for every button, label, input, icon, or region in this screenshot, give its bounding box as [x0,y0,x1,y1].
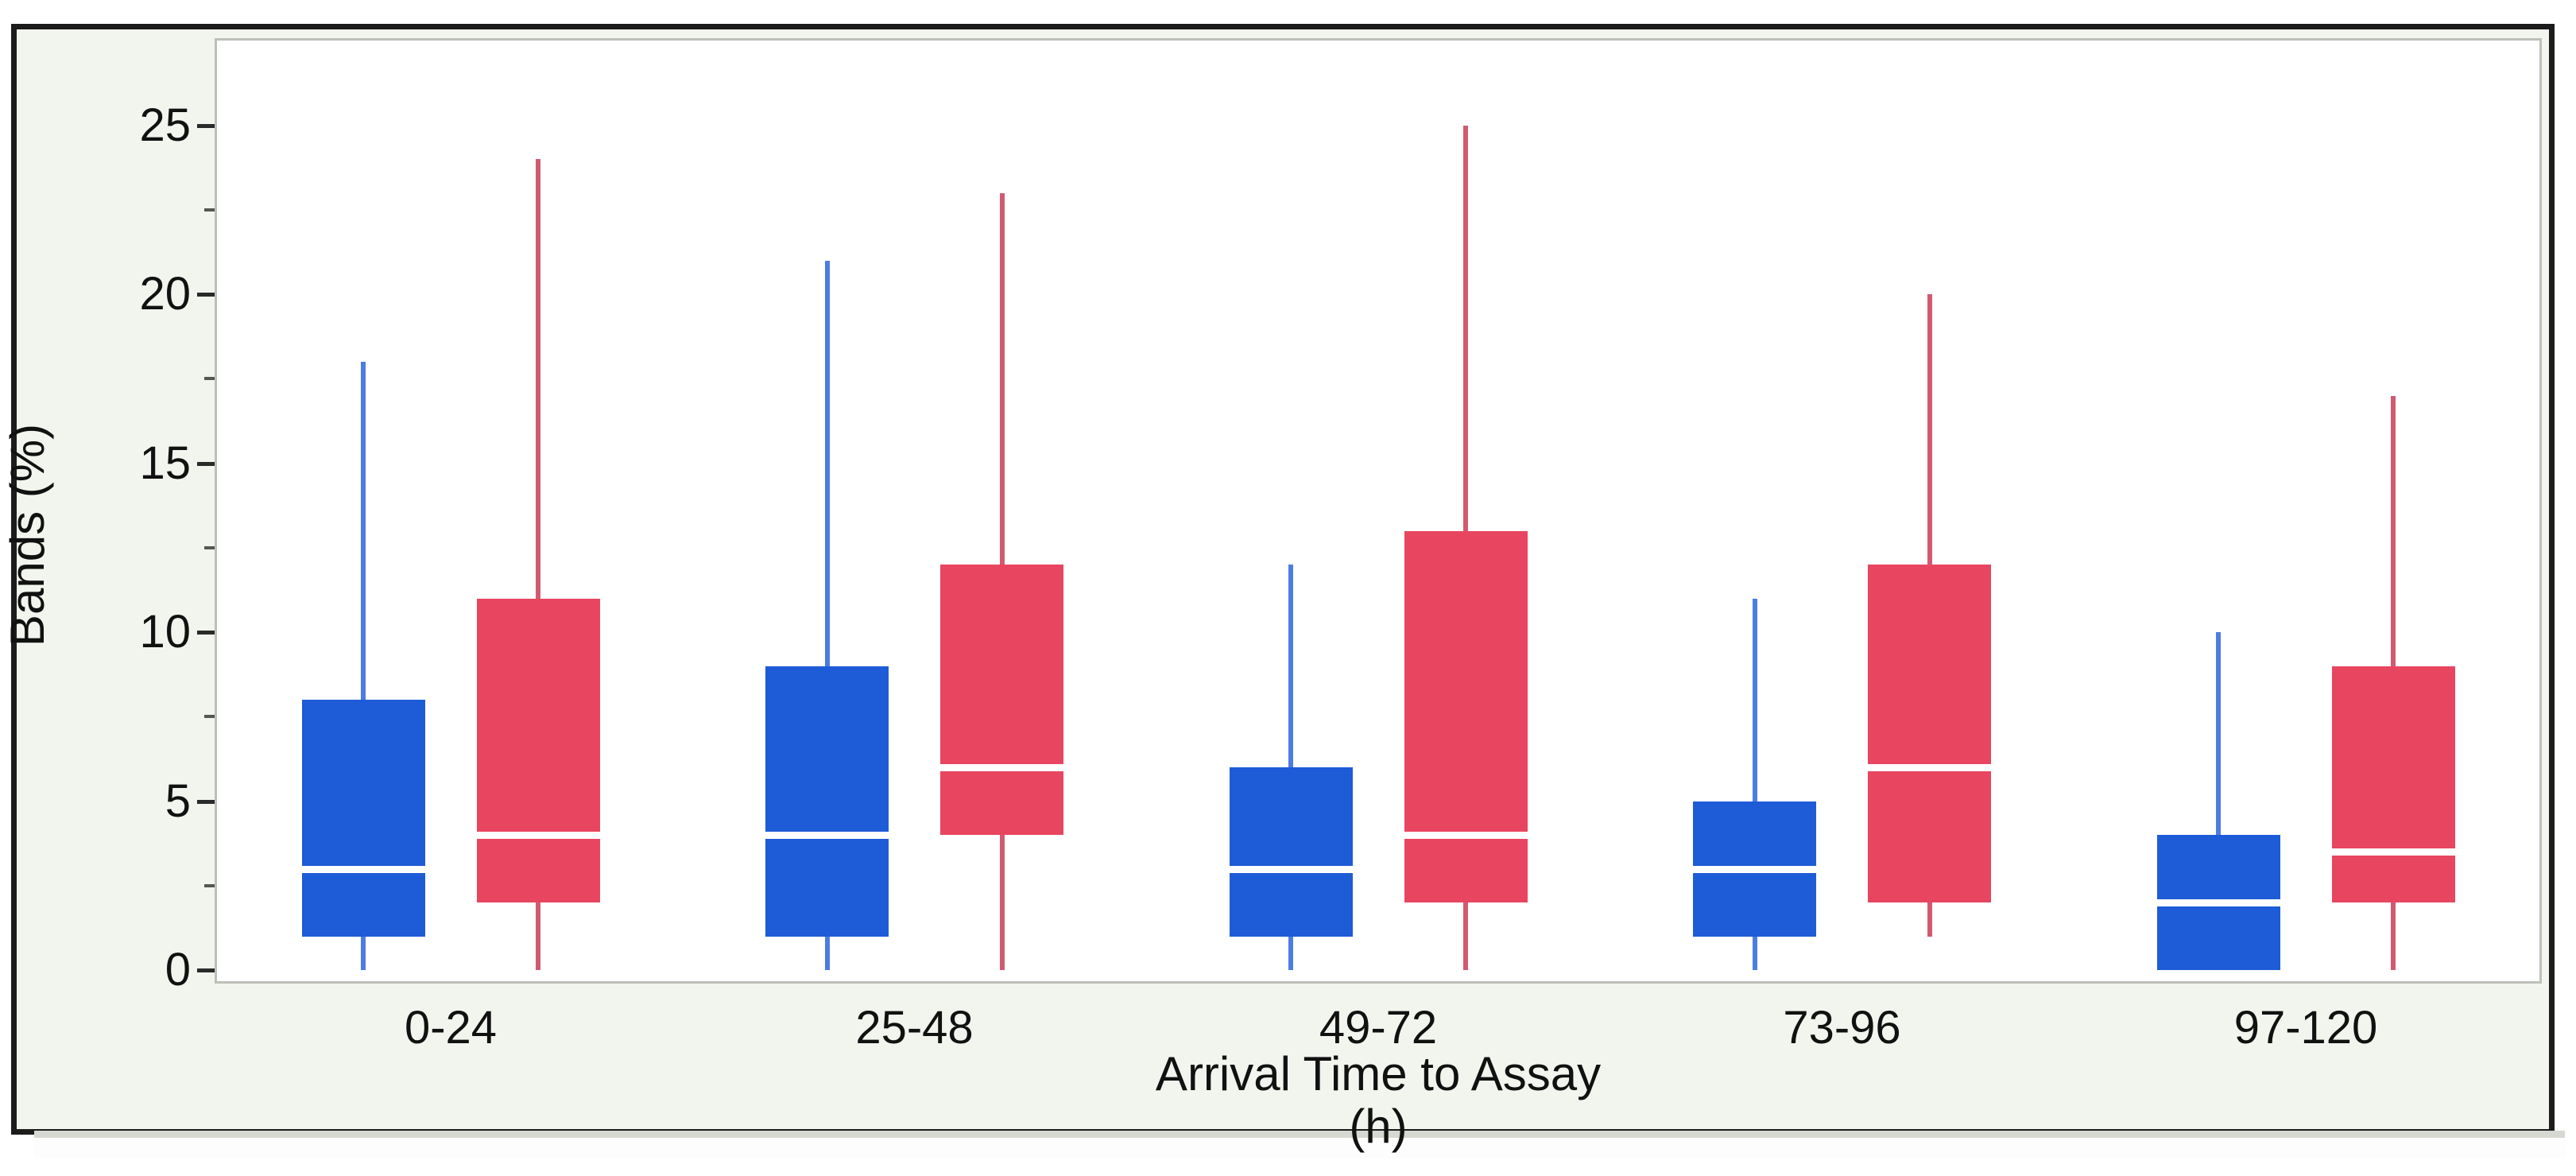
y-tick-label: 0 [165,944,191,996]
y-minor-tick [204,715,215,719]
bottom-margin-band [34,1138,2565,1159]
red-box [476,598,600,902]
red-median-line [1868,764,1991,771]
blue-box [301,700,425,937]
x-tick-label: 73-96 [1783,1002,1901,1054]
blue-median-line [1693,865,1816,873]
y-axis-title: Bands (%) [1,423,54,647]
plot-area [215,38,2542,984]
blue-box [1229,767,1353,937]
y-tick-label: 10 [139,606,191,658]
y-tick-label: 5 [165,774,191,827]
blue-median-line [1229,865,1353,873]
red-whisker [536,159,540,970]
y-minor-tick [204,883,215,887]
y-major-tick [197,968,215,972]
blue-whisker [1752,598,1757,970]
y-major-tick [197,799,215,804]
blue-whisker [824,260,830,970]
red-box [2331,666,2455,902]
blue-box [765,666,889,937]
y-minor-tick [204,545,215,549]
bottom-divider-strip [34,1131,2565,1138]
blue-median-line [2156,899,2280,906]
red-box [1404,530,1528,902]
blue-median-line [301,865,425,873]
y-tick-label: 25 [139,99,191,151]
y-tick-label: 15 [139,437,191,489]
y-tick-label: 20 [139,268,191,320]
y-major-tick [197,293,215,297]
red-median-line [2331,848,2455,856]
red-median-line [1404,832,1528,839]
x-tick-label: 0-24 [404,1002,498,1054]
x-axis-title: Arrival Time to Assay (h) [1155,1047,1602,1153]
red-box [940,565,1063,835]
x-tick-label: 49-72 [1319,1002,1438,1054]
red-box [1868,565,1991,902]
blue-median-line [765,832,889,839]
y-major-tick [197,123,215,128]
y-minor-tick [204,377,215,381]
y-major-tick [197,461,215,466]
blue-whisker [2216,632,2221,970]
x-tick-label: 97-120 [2233,1002,2378,1054]
blue-whisker [361,362,366,970]
red-median-line [940,764,1063,771]
y-major-tick [197,631,215,635]
x-tick-label: 25-48 [855,1002,974,1054]
red-median-line [476,832,600,839]
y-minor-tick [204,208,215,212]
